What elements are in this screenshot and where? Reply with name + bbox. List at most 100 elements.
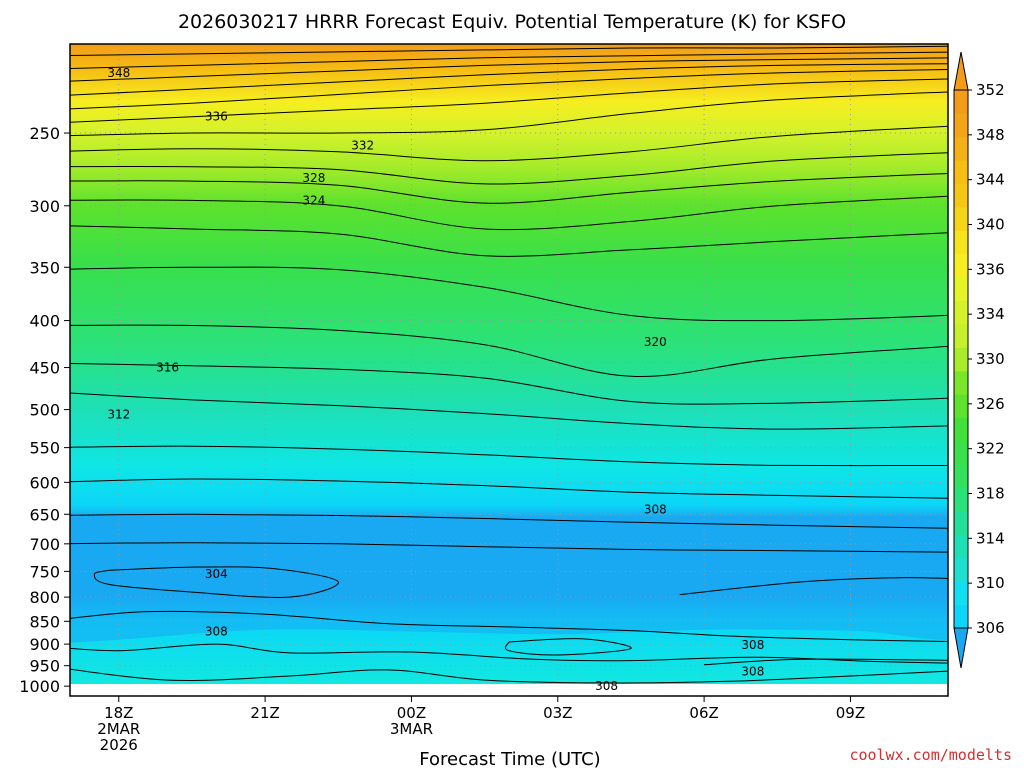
colorbar-tick-label: 310 <box>976 574 1005 592</box>
x-tick-label: 18Z <box>104 704 133 722</box>
y-tick-label: 650 <box>29 505 60 524</box>
y-tick-label: 400 <box>29 312 60 331</box>
contour-line <box>70 91 948 137</box>
x-tick-label: 00Z <box>397 704 426 722</box>
colorbar-tick-label: 336 <box>976 260 1005 278</box>
colorbar-segment <box>954 230 968 255</box>
contour-label: 312 <box>107 407 130 421</box>
contour-line <box>704 658 948 666</box>
contour-line <box>504 638 632 656</box>
contour-line <box>70 542 948 553</box>
contour-label: 308 <box>741 665 764 679</box>
colorbar-tick-label: 314 <box>976 529 1005 547</box>
colorbar: 306 310 314 318 322 326 330 334 336 340 344 348 352 <box>953 51 1005 669</box>
y-tick-label: 350 <box>29 258 60 277</box>
colorbar-segment <box>954 370 968 395</box>
credit-text: coolwx.com/modelts <box>849 746 1012 764</box>
colorbar-tick-label: 326 <box>976 395 1005 413</box>
contour-line <box>70 152 948 185</box>
colorbar-tick-label: 330 <box>976 350 1005 368</box>
colorbar-segment <box>954 183 968 208</box>
y-tick-label: 450 <box>29 359 60 378</box>
colorbar-tick-label: 306 <box>976 619 1005 637</box>
contour-line <box>70 324 948 378</box>
colorbar-segment <box>954 113 968 138</box>
contour-line <box>70 363 948 405</box>
contour-line <box>372 686 948 696</box>
plot-area <box>70 44 948 696</box>
x-tick-label: 03Z <box>543 704 572 722</box>
colorbar-segment <box>954 511 968 535</box>
contour-label-layer: 348 336 332 328 324 320 316 312 308 304 308 308 308 3… <box>107 66 764 693</box>
surface-layer <box>70 684 948 696</box>
x-tick-label: 09Z <box>836 704 865 722</box>
contour-line <box>70 78 948 123</box>
contour-label: 348 <box>107 66 130 80</box>
contour-line <box>93 566 339 598</box>
contour-line <box>70 478 948 499</box>
contour-layer <box>70 44 948 696</box>
colorbar-tick-label: 344 <box>976 171 1005 189</box>
colorbar-segment <box>954 253 968 278</box>
colorbar-upper-extend <box>953 51 969 91</box>
contour-line <box>70 45 948 56</box>
contour-line <box>70 225 948 257</box>
colorbar-tick-label: 352 <box>976 81 1005 99</box>
chart-title: 2026030217 HRRR Forecast Equiv. Potentia… <box>178 11 846 33</box>
contour-line <box>70 513 948 529</box>
colorbar-segment <box>954 347 968 372</box>
contour-label: 336 <box>205 110 228 124</box>
colorbar-segment <box>954 557 968 582</box>
y-tick-label: 500 <box>29 401 60 420</box>
contour-label: 308 <box>644 502 667 516</box>
contour-label: 320 <box>644 335 667 349</box>
colorbar-segment <box>954 136 968 161</box>
colorbar-tick-label: 334 <box>976 305 1005 323</box>
colorbar-segment <box>954 604 968 629</box>
y-tick-label: 750 <box>29 562 60 581</box>
colorbar-segment <box>954 277 968 302</box>
x-tick-label: 2026 <box>100 736 138 754</box>
contour-line <box>70 57 948 82</box>
y-tick-label: 950 <box>29 657 60 676</box>
contour-label: 308 <box>595 679 618 693</box>
contour-line <box>70 69 948 110</box>
colorbar-segment <box>954 487 968 512</box>
colorbar-tick-label: 322 <box>976 440 1005 458</box>
y-tick-label: 850 <box>29 612 60 631</box>
contour-label: 304 <box>205 567 228 581</box>
contour-line <box>679 577 948 596</box>
contour-label: 316 <box>156 361 179 375</box>
colorbar-segment <box>954 90 968 114</box>
x-tick-label: 06Z <box>689 704 718 722</box>
contour-label: 328 <box>302 171 325 185</box>
colorbar-segment <box>954 440 968 465</box>
colorbar-segment <box>954 394 968 418</box>
y-axis: 250 300 350 400 450 500 550 600 650 700 750 800 850 9… <box>19 124 70 696</box>
colorbar-lower-extend <box>953 627 969 669</box>
colorbar-tick-label: 318 <box>976 485 1005 503</box>
contour-line <box>70 172 948 204</box>
contour-line <box>70 392 948 430</box>
low-level-blue-band <box>70 514 948 643</box>
contour-line <box>70 63 948 96</box>
y-tick-label: 550 <box>29 439 60 458</box>
shade-layer <box>70 514 948 643</box>
contour-line <box>70 668 948 684</box>
colorbar-segment <box>954 300 968 325</box>
colorbar-segment <box>954 417 968 442</box>
x-tick-label: 21Z <box>250 704 279 722</box>
contour-line <box>70 610 948 642</box>
y-tick-label: 250 <box>29 124 60 143</box>
y-tick-label: 800 <box>29 588 60 607</box>
colorbar-segment <box>954 464 968 489</box>
colorbar-segment <box>954 206 968 231</box>
x-axis-title: Forecast Time (UTC) <box>419 749 600 768</box>
colorbar-segment <box>954 581 968 606</box>
contour-line <box>70 445 948 467</box>
y-tick-label: 900 <box>29 635 60 654</box>
x-tick-label: 3MAR <box>390 720 433 738</box>
contour-label: 308 <box>741 638 764 652</box>
x-tick-label: 2MAR <box>97 720 140 738</box>
